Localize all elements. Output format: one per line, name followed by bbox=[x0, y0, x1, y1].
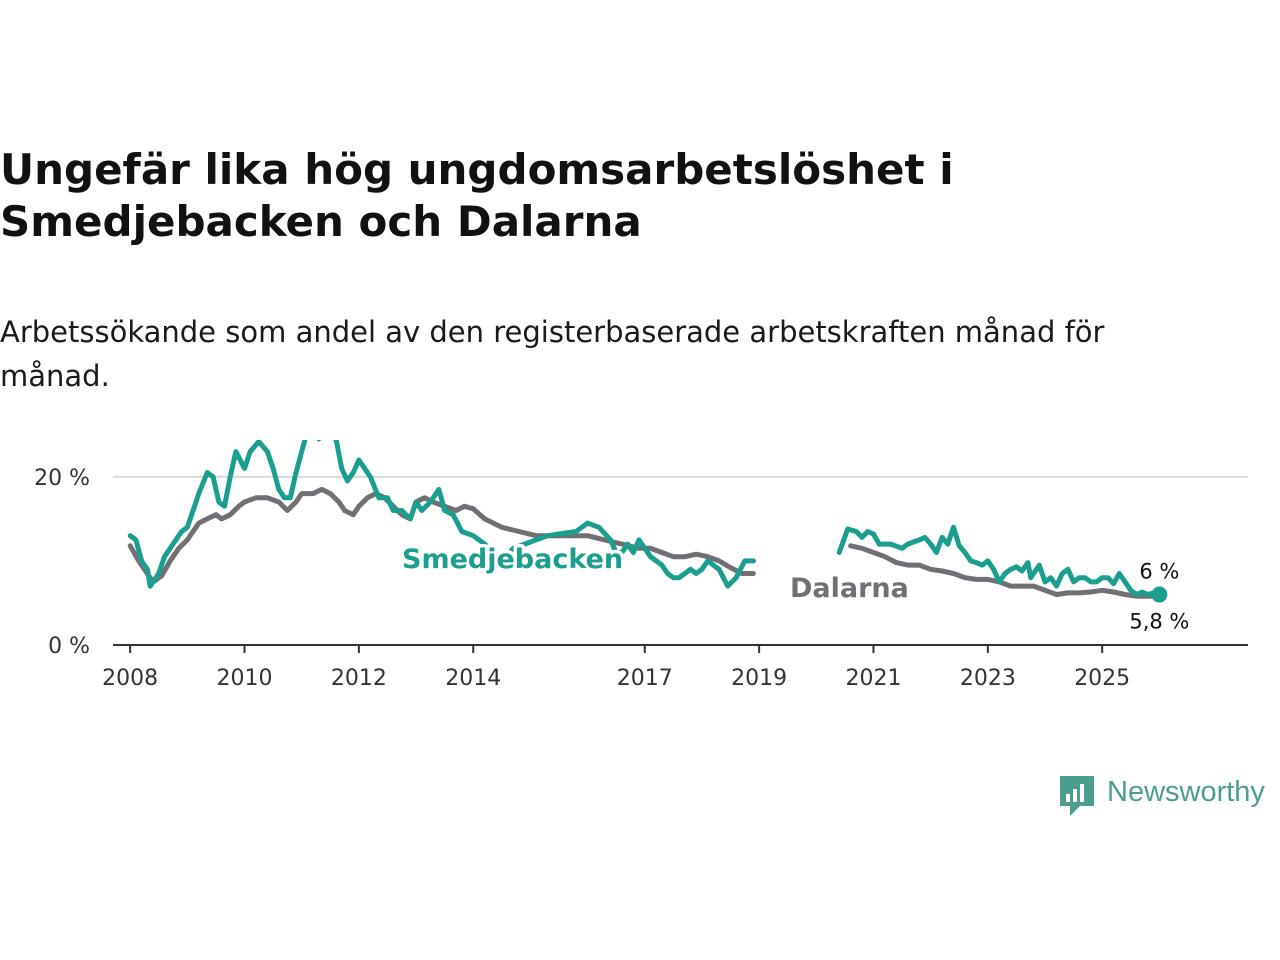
x-tick-label: 2012 bbox=[331, 666, 387, 691]
dalarna-series-line-2 bbox=[848, 543, 1162, 599]
logo-bar-1 bbox=[1066, 794, 1070, 802]
x-tick-label: 2021 bbox=[845, 666, 901, 691]
series-label-smedjebacken-halo: Smedjebacken bbox=[402, 544, 623, 575]
chart-title: Ungefär lika hög ungdomsarbetslöshet i S… bbox=[0, 145, 954, 246]
smedjebacken-last-value-label: 6 % bbox=[1139, 560, 1179, 584]
series-label-dalarna-halo: Dalarna bbox=[790, 573, 909, 604]
x-tick-label: 2010 bbox=[217, 666, 273, 691]
y-tick-label: 0 % bbox=[48, 634, 90, 659]
x-tick-label: 2023 bbox=[960, 666, 1016, 691]
series-label-dalarna: Dalarna bbox=[790, 573, 909, 604]
series-label-smedjebacken: Smedjebacken bbox=[402, 544, 623, 575]
line-chart: 0 % 20 % 2008 2010 2012 2014 2017 2019 2021 2023 2… bbox=[34, 440, 1248, 691]
chart-subtitle: Arbetssökande som andel av den registerb… bbox=[0, 315, 1105, 393]
x-tick-label: 2019 bbox=[731, 666, 787, 691]
dalarna-last-value-label: 5,8 % bbox=[1129, 610, 1189, 634]
x-tick-label: 2017 bbox=[617, 666, 673, 691]
dalarna-last-value-label-halo: 5,8 % bbox=[1129, 610, 1189, 634]
logo-bar-2 bbox=[1073, 789, 1077, 802]
x-tick-label: 2025 bbox=[1074, 666, 1130, 691]
x-tick-label: 2008 bbox=[102, 666, 158, 691]
smedjebacken-series-line-2 bbox=[836, 524, 1162, 597]
smedjebacken-series-line bbox=[127, 440, 756, 589]
newsworthy-logo-icon bbox=[1060, 776, 1094, 816]
logo-bar-3 bbox=[1080, 784, 1084, 802]
smedjebacken-last-value-label-halo: 6 % bbox=[1139, 560, 1179, 584]
x-tick-label: 2014 bbox=[445, 666, 501, 691]
smedjebacken-end-marker bbox=[1151, 586, 1168, 603]
y-tick-label: 20 % bbox=[34, 466, 90, 491]
brand-name: Newsworthy bbox=[1107, 776, 1265, 808]
